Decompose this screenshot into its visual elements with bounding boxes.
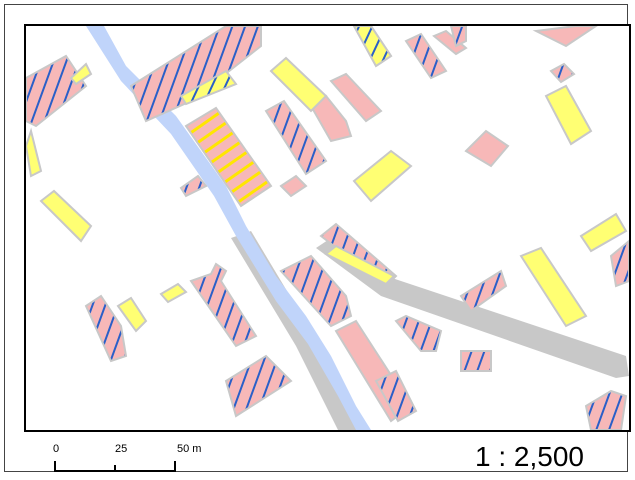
building (39, 189, 93, 243)
building (579, 212, 628, 253)
building (329, 72, 383, 123)
building (269, 56, 328, 113)
building (584, 389, 628, 430)
building (324, 244, 396, 286)
scale-bar: 0 25 50 m (45, 437, 235, 477)
building (544, 84, 593, 146)
building (129, 26, 262, 123)
building (464, 129, 510, 168)
building (352, 26, 393, 68)
building (179, 174, 208, 198)
building (69, 62, 93, 86)
building (459, 269, 508, 313)
scale-label-0: 0 (53, 443, 60, 455)
scale-bar-graphic (54, 461, 176, 472)
map-view[interactable] (24, 24, 631, 432)
building (549, 62, 576, 84)
building (609, 239, 629, 288)
building (184, 106, 273, 208)
building (352, 149, 413, 203)
map-layout-frame: 0 25 50 m 1 : 2,500 (4, 4, 631, 472)
building (519, 246, 588, 328)
building (432, 29, 468, 56)
building (179, 69, 238, 106)
building (532, 26, 598, 48)
scale-ratio: 1 : 2,500 (475, 441, 584, 472)
building (26, 54, 88, 128)
building (159, 282, 188, 304)
building (394, 314, 443, 352)
building (279, 174, 308, 198)
building (460, 350, 492, 372)
river (86, 26, 371, 430)
building (26, 127, 43, 178)
map-canvas (26, 26, 629, 430)
building (264, 99, 328, 176)
building (84, 294, 128, 363)
building (449, 26, 467, 48)
scale-label-50: 50 m (177, 443, 202, 455)
building (189, 262, 258, 348)
building (116, 296, 148, 333)
scale-label-25: 25 (115, 443, 128, 455)
building (224, 354, 293, 418)
building (374, 369, 418, 423)
building (279, 254, 353, 328)
building (404, 32, 448, 80)
